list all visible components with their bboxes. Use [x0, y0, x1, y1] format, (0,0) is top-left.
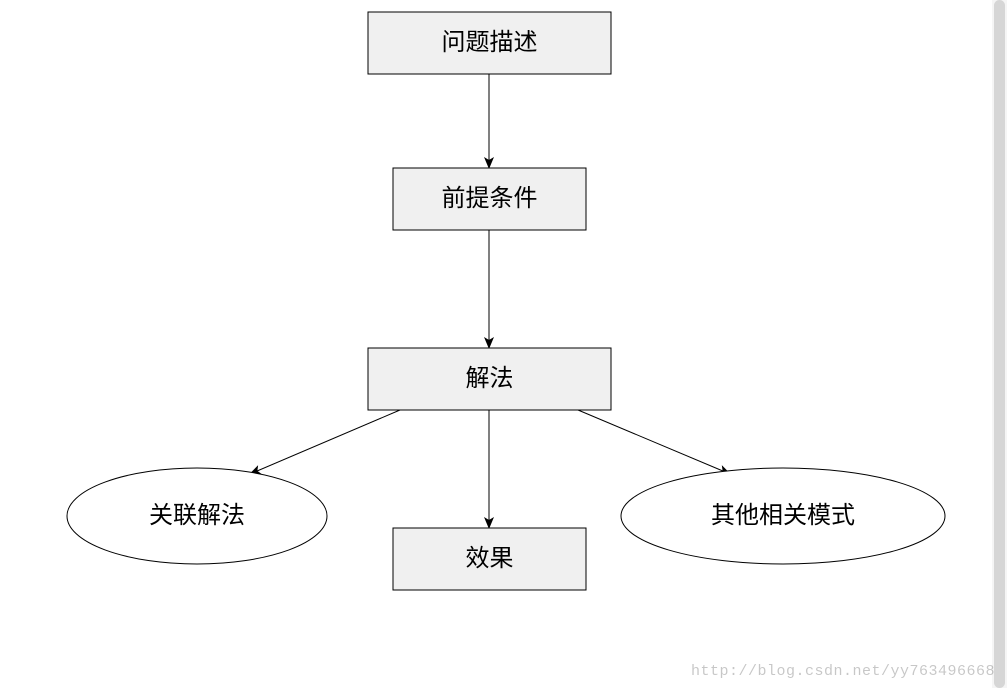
- node-label-n5: 关联解法: [149, 502, 245, 529]
- flowchart-svg: 问题描述前提条件解法效果 关联解法 其他相关模式: [0, 0, 1007, 688]
- node-n1: 问题描述: [368, 12, 611, 74]
- node-n4: 效果: [393, 528, 586, 590]
- node-label-n6: 其他相关模式: [711, 502, 855, 529]
- node-label-n2: 前提条件: [442, 185, 538, 212]
- watermark-text: http://blog.csdn.net/yy763496668: [691, 663, 995, 680]
- node-label-n1: 问题描述: [442, 29, 538, 56]
- node-n6: 其他相关模式: [621, 468, 945, 564]
- node-n2: 前提条件: [393, 168, 586, 230]
- edge-n3-n6: [578, 410, 730, 474]
- scrollbar-thumb[interactable]: [994, 0, 1005, 688]
- edges-group: [250, 74, 730, 528]
- edge-n3-n5: [250, 410, 400, 474]
- nodes-group: 问题描述前提条件解法效果 关联解法 其他相关模式: [67, 12, 945, 590]
- node-n5: 关联解法: [67, 468, 327, 564]
- node-label-n4: 效果: [466, 545, 514, 572]
- node-label-n3: 解法: [466, 365, 514, 392]
- diagram-container: 问题描述前提条件解法效果 关联解法 其他相关模式 http://blog.csdn.…: [0, 0, 1007, 688]
- scrollbar-track: [992, 0, 1007, 688]
- node-n3: 解法: [368, 348, 611, 410]
